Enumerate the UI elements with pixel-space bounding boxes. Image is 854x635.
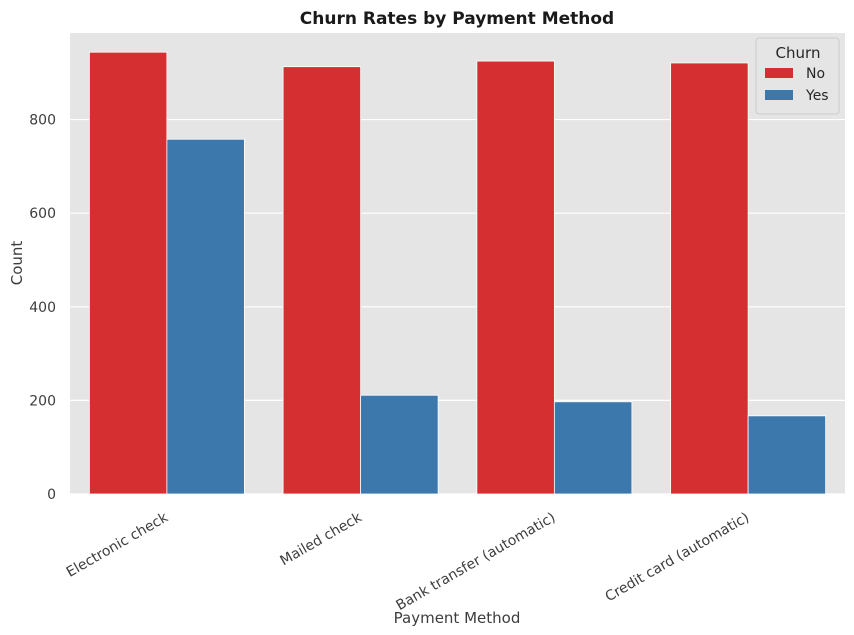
y-tick-label: 400 <box>29 300 56 316</box>
chart-title: Churn Rates by Payment Method <box>300 9 614 29</box>
legend-title: Churn <box>776 44 821 62</box>
y-tick-label: 200 <box>29 393 56 409</box>
bar-no-2 <box>476 60 555 495</box>
y-tick-label: 800 <box>29 113 56 129</box>
y-axis-label: Count <box>8 241 26 286</box>
bar-yes-3 <box>747 415 827 495</box>
bar-no-1 <box>282 66 362 495</box>
x-axis-label: Payment Method <box>394 609 521 627</box>
x-axis-ticks: Electronic check Mailed check Bank transfe… <box>64 509 752 614</box>
legend-swatch-no <box>765 68 793 78</box>
y-axis-ticks: 0 200 400 600 800 <box>29 113 56 503</box>
legend-label-no: No <box>806 66 825 82</box>
x-tick-label: Bank transfer (automatic) <box>394 510 559 614</box>
x-tick-label: Mailed check <box>277 509 365 569</box>
bar-yes-2 <box>553 401 633 495</box>
bar-no-3 <box>670 62 749 495</box>
legend-label-yes: Yes <box>805 88 829 104</box>
y-tick-label: 600 <box>29 206 56 222</box>
x-tick-label: Credit card (automatic) <box>603 510 753 606</box>
y-tick-label: 0 <box>47 487 56 503</box>
bar-no-0 <box>88 51 168 495</box>
bar-yes-1 <box>360 394 439 495</box>
legend: Churn No Yes <box>755 37 840 115</box>
legend-swatch-yes <box>765 90 793 100</box>
bar-yes-0 <box>166 138 245 495</box>
bars <box>88 51 827 495</box>
x-tick-label: Electronic check <box>64 509 172 581</box>
